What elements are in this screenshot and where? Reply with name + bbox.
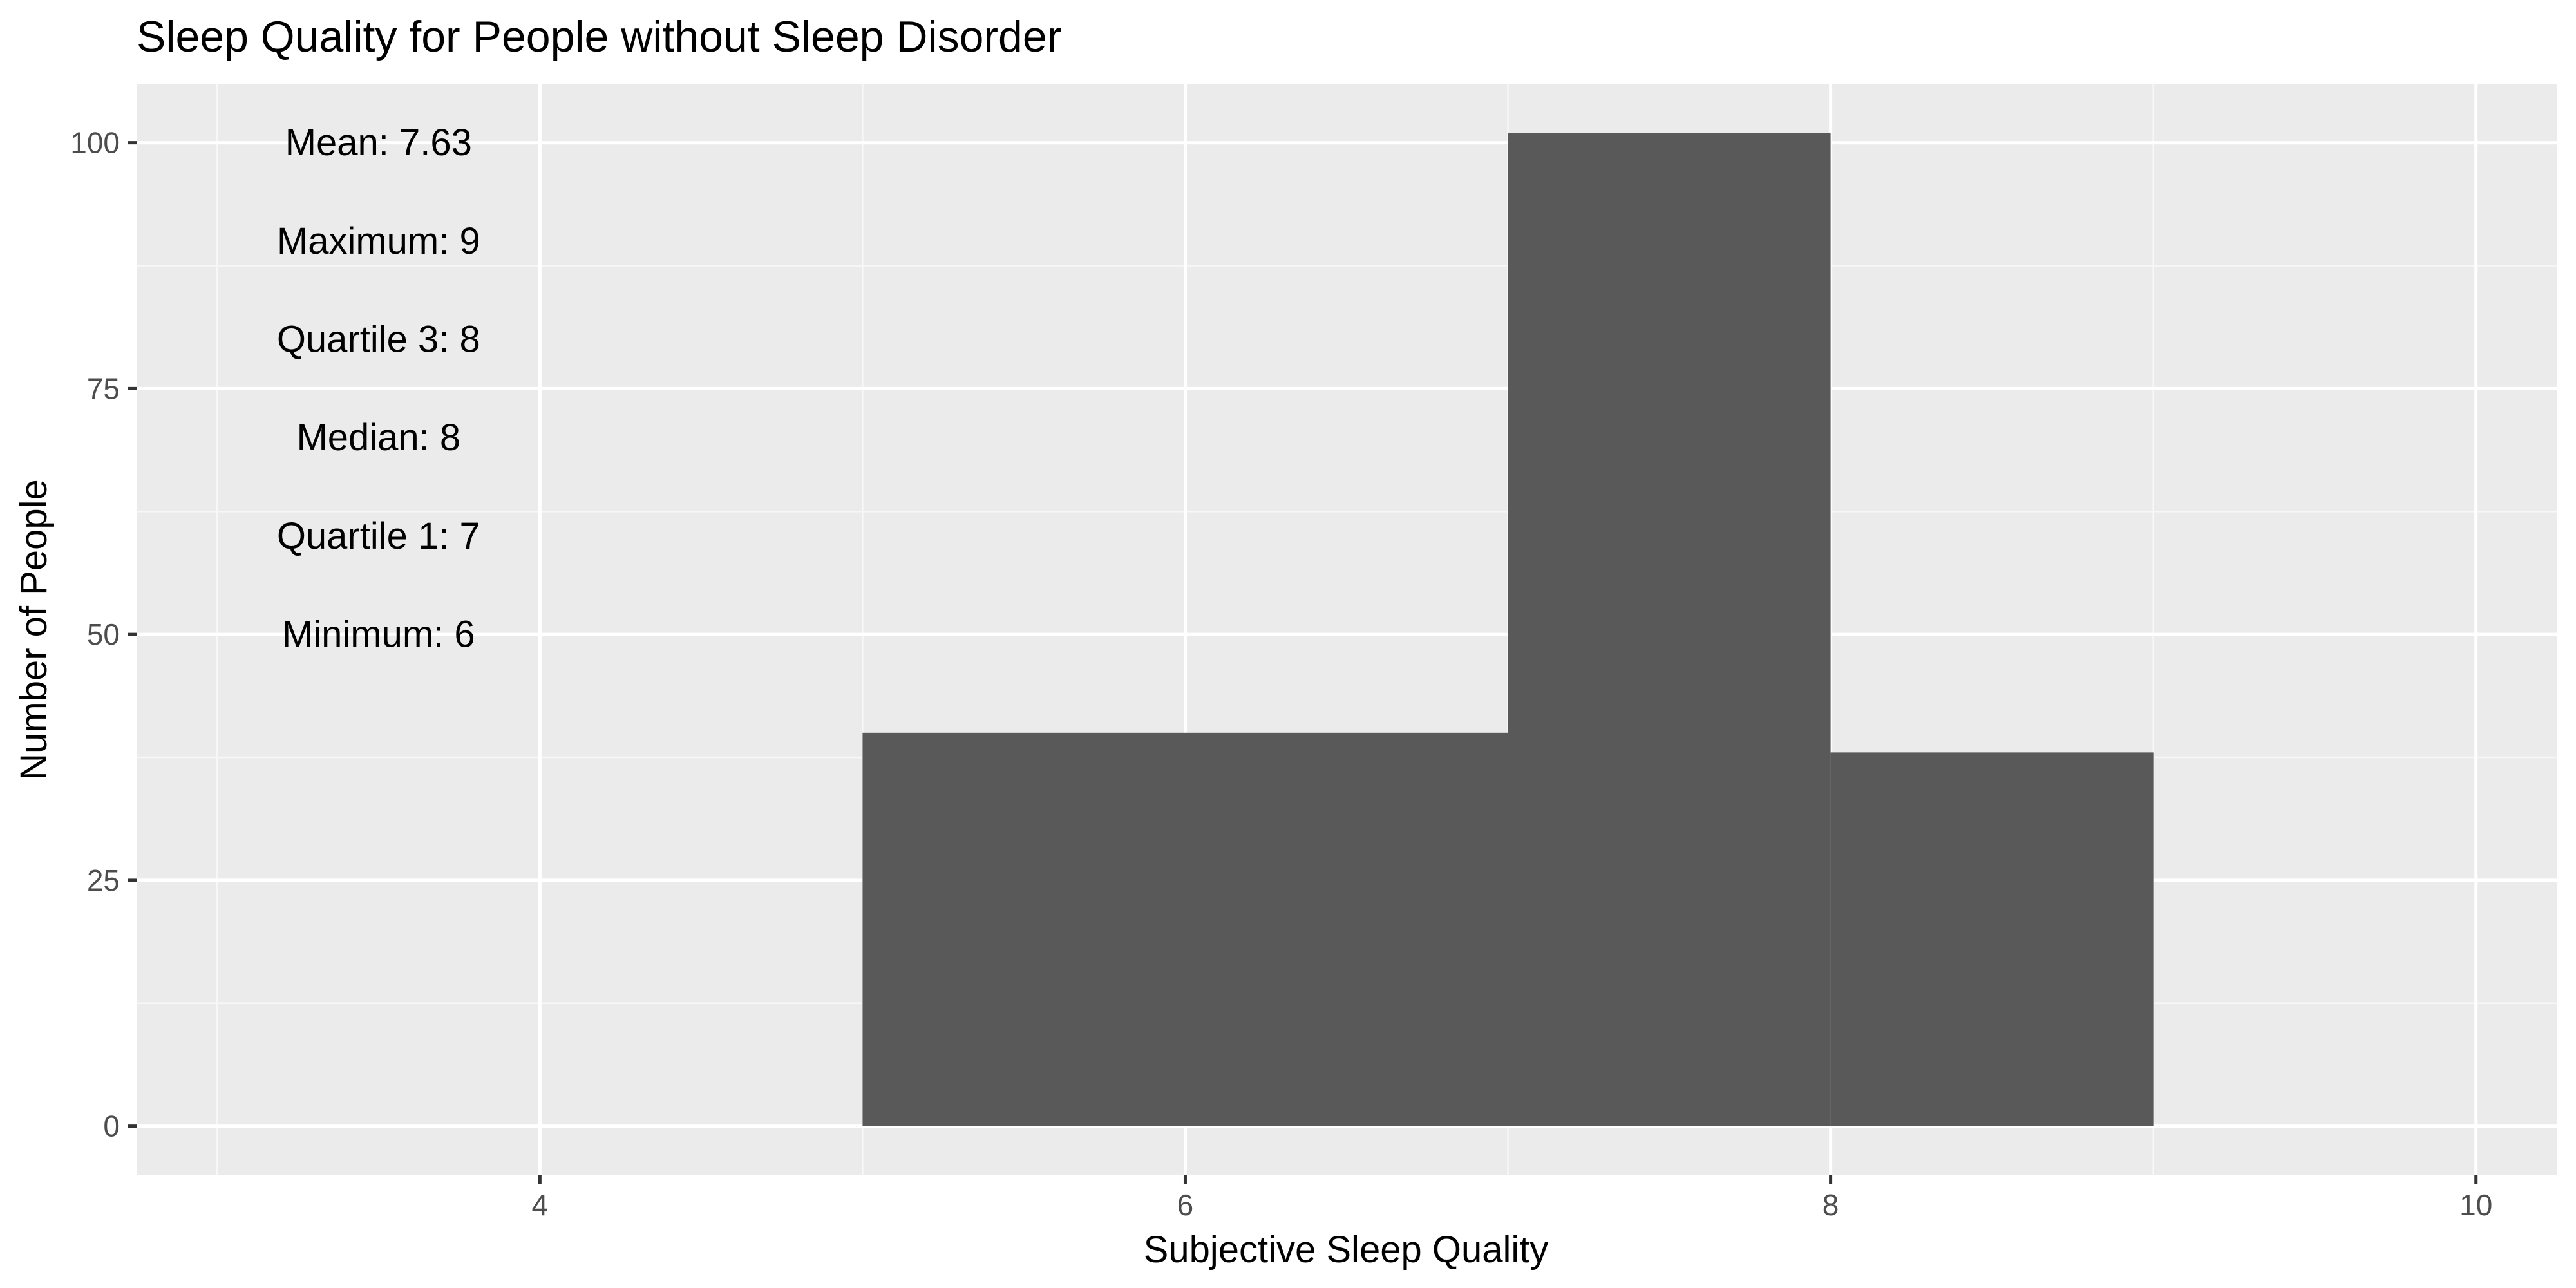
x-tick-label: 4 bbox=[532, 1188, 549, 1222]
y-tick-label: 50 bbox=[87, 618, 120, 651]
y-axis-title: Number of People bbox=[13, 479, 55, 780]
chart-title: Sleep Quality for People without Sleep D… bbox=[137, 12, 1061, 61]
annotation-label: Mean: 7.63 bbox=[285, 122, 472, 164]
summary-annotations: Mean: 7.63 Maximum: 9 Quartile 3: 8 Median:… bbox=[277, 122, 480, 656]
y-tick-label: 100 bbox=[70, 126, 120, 160]
annotation-label: Quartile 3: 8 bbox=[277, 319, 480, 361]
histogram-bar bbox=[1830, 752, 2154, 1126]
x-axis-ticks: 4 6 8 10 bbox=[532, 1175, 2492, 1222]
x-tick-label: 8 bbox=[1823, 1188, 1839, 1222]
y-tick-label: 0 bbox=[103, 1110, 120, 1143]
x-tick-label: 6 bbox=[1177, 1188, 1194, 1222]
y-axis-ticks: 0 25 50 75 100 bbox=[70, 126, 137, 1143]
x-tick-label: 10 bbox=[2459, 1188, 2492, 1222]
y-tick-label: 25 bbox=[87, 864, 120, 897]
histogram-bar bbox=[1508, 133, 1831, 1126]
x-axis-title: Subjective Sleep Quality bbox=[1144, 1229, 1549, 1271]
histogram-bars bbox=[862, 133, 2154, 1126]
annotation-label: Maximum: 9 bbox=[277, 220, 480, 262]
y-tick-label: 75 bbox=[87, 372, 120, 405]
annotation-label: Minimum: 6 bbox=[282, 614, 475, 656]
histogram-bar bbox=[862, 732, 1508, 1126]
annotation-label: Median: 8 bbox=[296, 417, 460, 459]
annotation-label: Quartile 1: 7 bbox=[277, 515, 480, 557]
